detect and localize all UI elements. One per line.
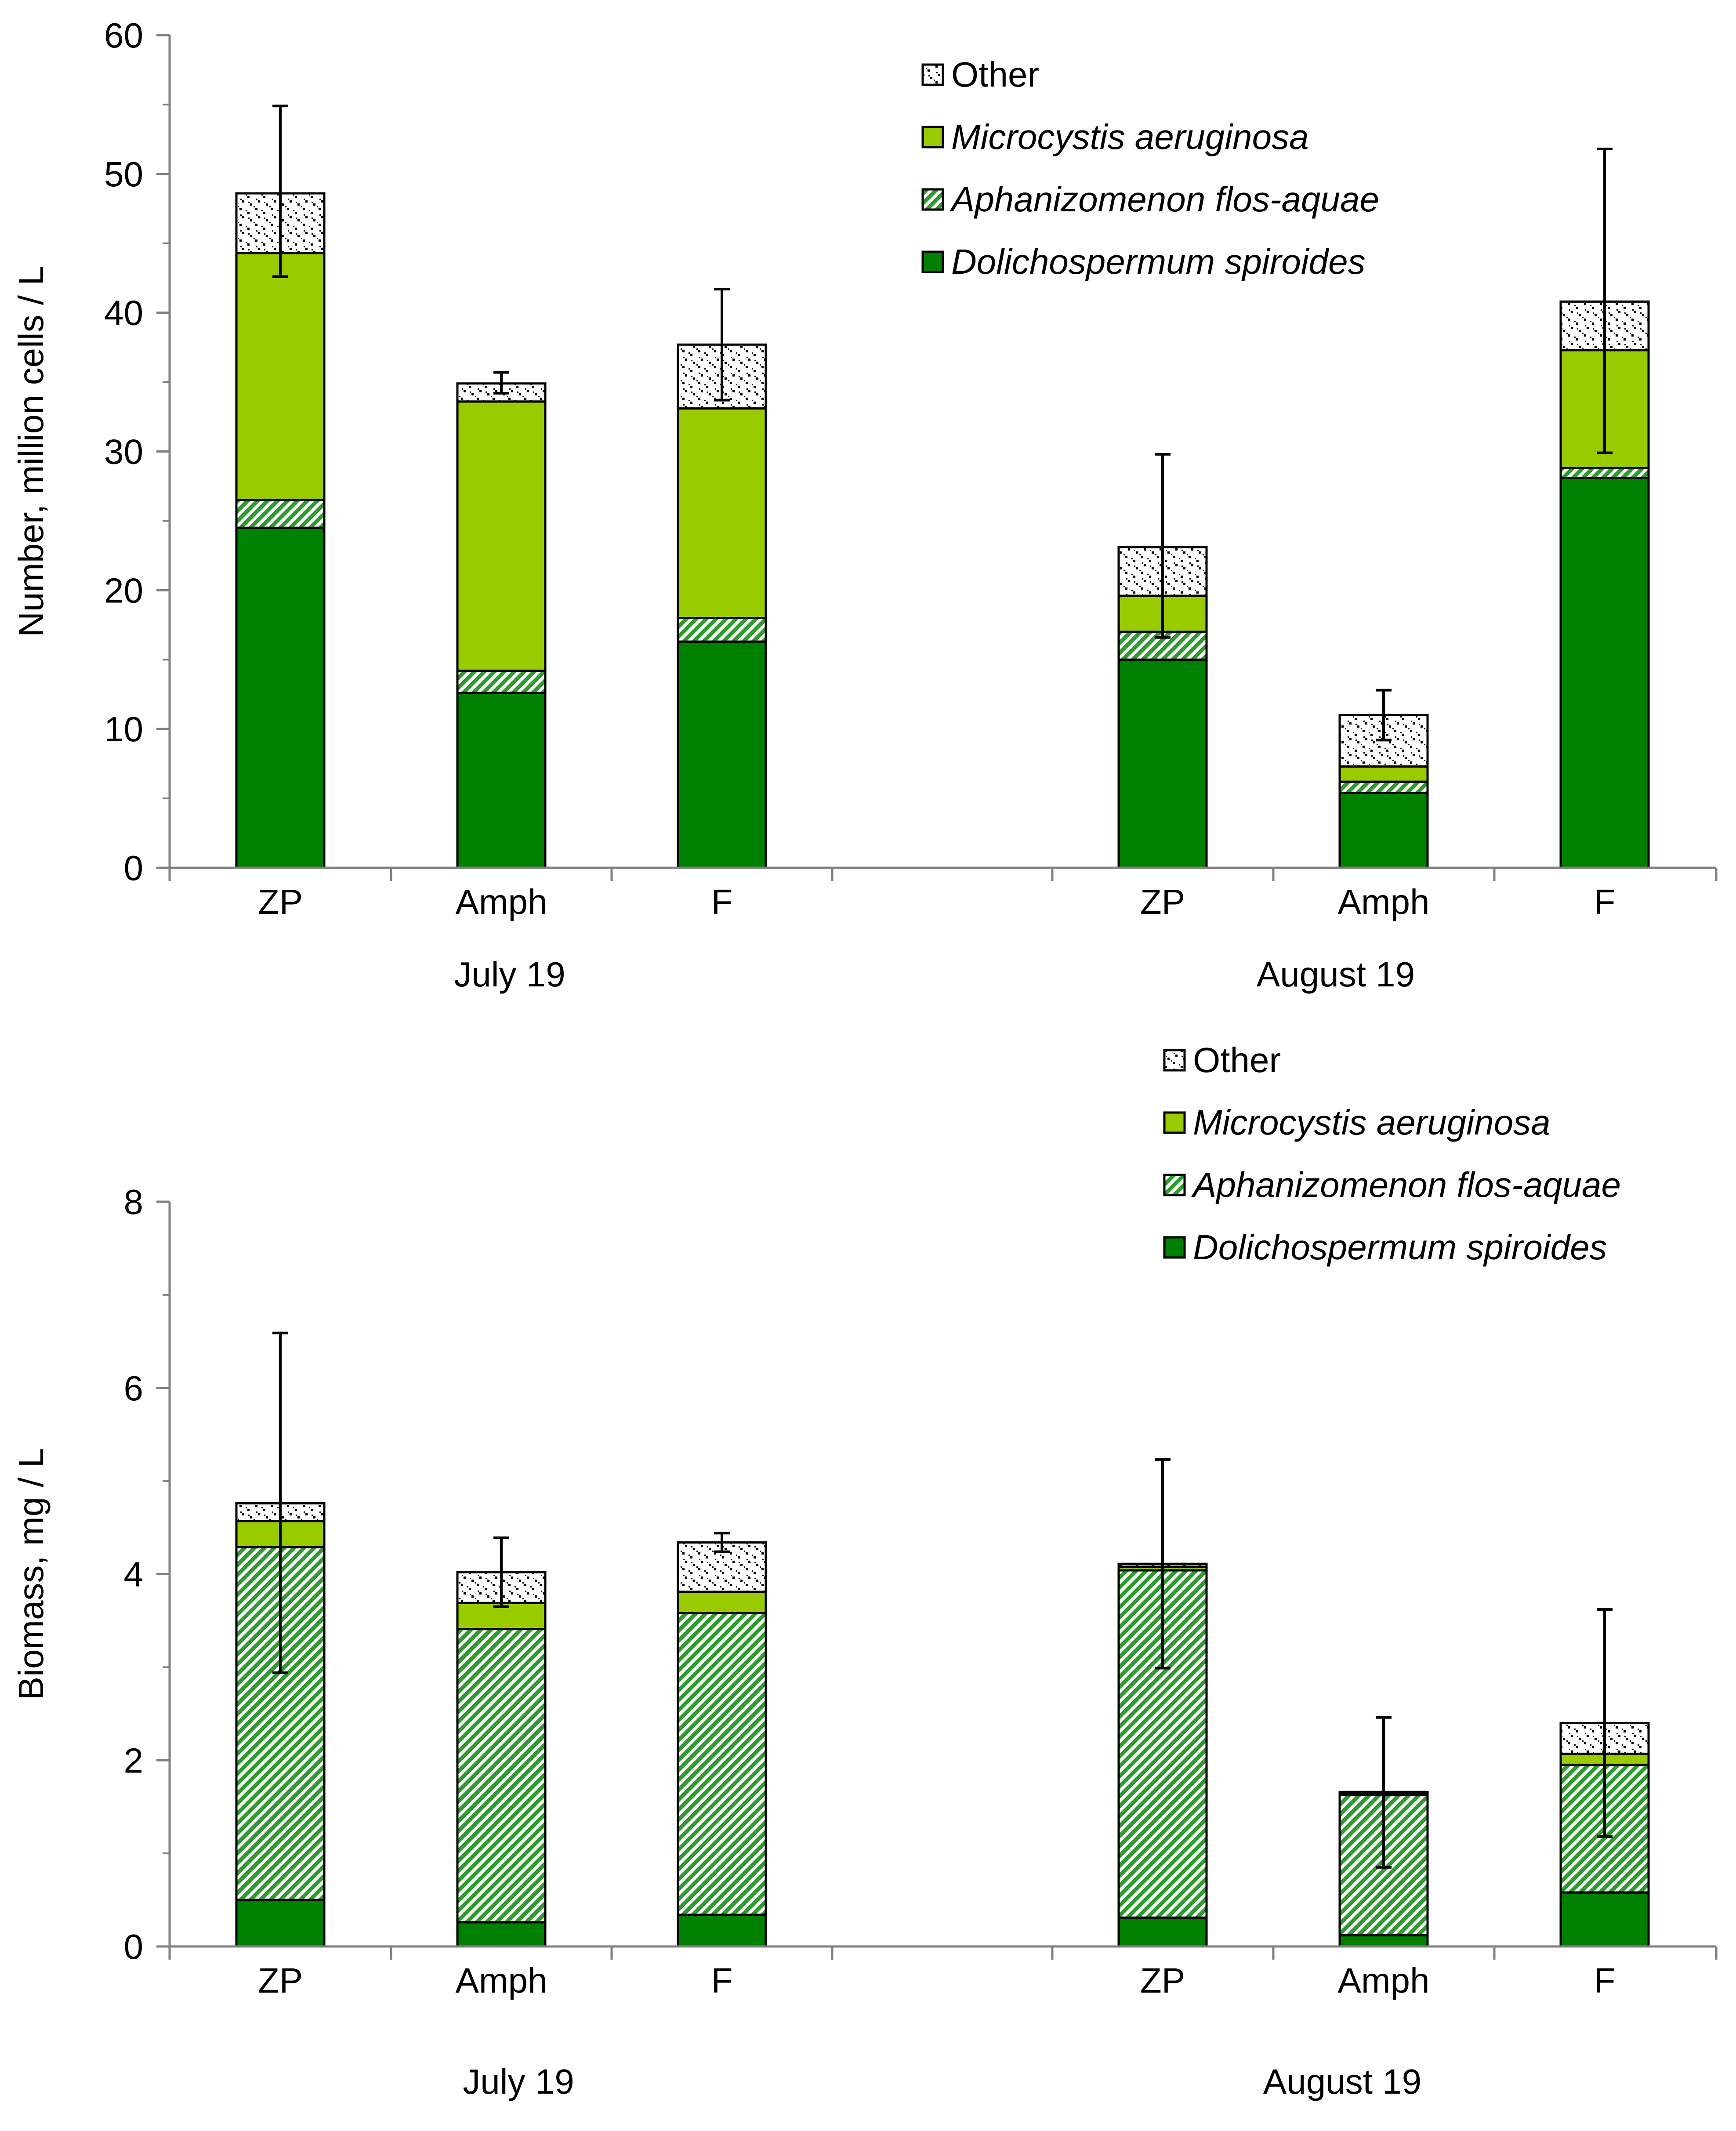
x-category-label: ZP	[1140, 1961, 1185, 2000]
x-group-label: August 19	[1257, 955, 1415, 994]
bar-segment-microcystis-aeruginosa-5	[1338, 765, 1429, 783]
legend-swatch-microcystis-aeruginosa	[1163, 1111, 1186, 1134]
y-tick-label: 0	[124, 1927, 144, 1966]
bars	[235, 192, 1650, 869]
bar-segment-aphanizomenon-flos-aquae-5	[1338, 780, 1429, 794]
bar-segment-aphanizomenon-flos-aquae-0	[235, 499, 326, 529]
legend-label-dolichospermum-spiroides: Dolichospermum spiroides	[951, 242, 1366, 281]
x-category-label: Amph	[1338, 882, 1430, 921]
x-category-label: ZP	[258, 882, 303, 921]
y-tick-label: 2	[124, 1741, 144, 1780]
y-tick-label: 20	[104, 571, 143, 610]
bar-segment-microcystis-aeruginosa-2	[677, 407, 767, 619]
bar-segment-dolichospermum-spiroides-5	[1338, 791, 1429, 869]
x-category-label: F	[711, 882, 733, 921]
y-tick-label: 40	[104, 294, 143, 333]
bar-segment-dolichospermum-spiroides-0	[235, 526, 326, 869]
bar-segment-dolichospermum-spiroides-1	[456, 1921, 547, 1948]
bar-segment-aphanizomenon-flos-aquae-1	[456, 1628, 547, 1924]
x-category-label: F	[1594, 1961, 1616, 2000]
bar-segment-dolichospermum-spiroides-2	[677, 1914, 767, 1948]
bar-segment-microcystis-aeruginosa-0	[235, 252, 326, 501]
bar-segment-aphanizomenon-flos-aquae-2	[677, 617, 767, 643]
x-category-label: Amph	[1338, 1961, 1430, 2000]
x-category-label: Amph	[456, 882, 547, 921]
y-tick-label: 50	[104, 155, 143, 194]
x-category-label: F	[1594, 882, 1616, 921]
legend-swatch-other	[1163, 1049, 1186, 1072]
legend-label-aphanizomenon-flos-aquae: Aphanizomenon flos-aquae	[1191, 1165, 1621, 1204]
legend-swatch-aphanizomenon-flos-aquae	[921, 188, 944, 211]
legend-label-microcystis-aeruginosa: Microcystis aeruginosa	[1193, 1103, 1551, 1142]
legend-swatch-other	[921, 63, 944, 86]
bar-segment-dolichospermum-spiroides-4	[1117, 658, 1208, 869]
legend-label-dolichospermum-spiroides: Dolichospermum spiroides	[1193, 1228, 1607, 1267]
legend-label-microcystis-aeruginosa: Microcystis aeruginosa	[951, 117, 1309, 156]
bar-segment-dolichospermum-spiroides-1	[456, 692, 547, 869]
bar-segment-dolichospermum-spiroides-2	[677, 640, 767, 869]
x-category-label: ZP	[1140, 882, 1185, 921]
bar-segment-dolichospermum-spiroides-5	[1338, 1934, 1429, 1948]
y-tick-label: 8	[124, 1182, 144, 1221]
bar-segment-microcystis-aeruginosa-2	[677, 1591, 767, 1614]
bar-segment-dolichospermum-spiroides-0	[235, 1899, 326, 1948]
bar-segment-dolichospermum-spiroides-6	[1559, 477, 1650, 869]
legend-swatch-microcystis-aeruginosa	[921, 126, 944, 149]
x-group-label: July 19	[454, 955, 565, 994]
x-group-label: July 19	[463, 2062, 574, 2101]
error-bars	[272, 105, 1613, 742]
y-tick-label: 60	[104, 16, 143, 55]
legend-swatch-dolichospermum-spiroides	[1163, 1236, 1186, 1259]
y-tick-label: 6	[124, 1369, 144, 1408]
x-group-label: August 19	[1263, 2062, 1421, 2101]
bar-segment-aphanizomenon-flos-aquae-2	[677, 1612, 767, 1916]
number-chart: 0 10 20 30 40 50 60 Number, million cells / L ZP…	[11, 16, 1718, 994]
legend-swatch-dolichospermum-spiroides	[921, 250, 944, 273]
bar-segment-dolichospermum-spiroides-6	[1559, 1891, 1650, 1948]
legend-label-aphanizomenon-flos-aquae: Aphanizomenon flos-aquae	[950, 180, 1379, 219]
y-axis-label: Number, million cells / L	[11, 266, 51, 637]
x-category-label: F	[711, 1961, 733, 2000]
y-tick-label: 30	[104, 432, 143, 471]
y-axis-label: Biomass, mg / L	[11, 1448, 51, 1700]
legend-swatch-aphanizomenon-flos-aquae	[1163, 1174, 1186, 1196]
bars	[235, 1502, 1650, 1948]
y-tick-label: 0	[124, 848, 144, 888]
x-category-label: Amph	[456, 1961, 547, 2000]
error-bars	[272, 1331, 1613, 1869]
bar-segment-dolichospermum-spiroides-4	[1117, 1916, 1208, 1948]
bar-segment-microcystis-aeruginosa-1	[456, 400, 547, 672]
legend: Other Microcystis aeruginosa Aphanizomenon…	[1163, 1040, 1621, 1267]
bar-segment-aphanizomenon-flos-aquae-6	[1559, 467, 1650, 479]
legend: Other Microcystis aeruginosa Aphanizomenon…	[921, 55, 1379, 281]
legend-label-other: Other	[951, 55, 1039, 94]
biomass-chart: 0 2 4 6 8 Biomass, mg / L ZP Amph F ZP Amph F July 1…	[11, 1040, 1718, 2101]
legend-label-other: Other	[1193, 1040, 1281, 1080]
bar-segment-aphanizomenon-flos-aquae-1	[456, 670, 547, 694]
x-category-label: ZP	[258, 1961, 303, 2000]
y-tick-label: 4	[124, 1555, 144, 1594]
y-tick-label: 10	[104, 710, 143, 749]
